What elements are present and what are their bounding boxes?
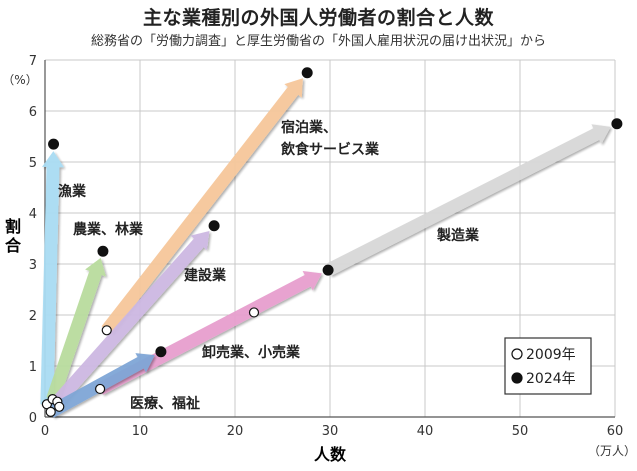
series-label: 宿泊業、: [281, 119, 337, 136]
y-tick-label: 0: [29, 411, 37, 426]
point-2024: [611, 118, 623, 130]
y-tick-label: 7: [29, 54, 37, 69]
chart-title: 主な業種別の外国人労働者の割合と人数: [142, 7, 494, 29]
point-2024: [301, 67, 313, 79]
x-axis-unit: （万人）: [588, 444, 636, 458]
chart-subtitle: 総務省の「労働力調査」と厚生労働省の「外国人雇用状況の届け出状況」から: [90, 34, 546, 49]
y-axis-title: 合: [5, 236, 22, 255]
y-tick-label: 1: [29, 360, 37, 375]
legend-label: 2024年: [526, 371, 576, 387]
point-2009: [54, 401, 65, 412]
series-label: 製造業: [436, 227, 480, 244]
legend-marker-2009: [511, 348, 523, 360]
series-label: 卸売業、小売業: [202, 344, 301, 361]
x-tick-label: 0: [41, 424, 49, 439]
x-tick-label: 50: [512, 424, 529, 439]
x-axis-title: 人数: [314, 445, 347, 464]
series-label: 漁業: [58, 183, 87, 200]
y-axis-unit: （%）: [2, 73, 37, 87]
y-tick-label: 5: [29, 156, 37, 171]
series-label: 飲食サービス業: [280, 141, 380, 158]
y-tick-label: 2: [29, 309, 37, 324]
series-label: 医療、福祉: [130, 395, 200, 412]
point-2009: [94, 383, 106, 395]
point-2024: [97, 245, 109, 257]
series-label: 建設業: [184, 267, 227, 284]
point-2024: [322, 264, 334, 276]
y-tick-label: 6: [29, 105, 37, 120]
x-tick-label: 40: [417, 424, 434, 439]
point-2024: [208, 220, 220, 232]
x-tick-label: 60: [607, 424, 624, 439]
x-tick-label: 10: [132, 424, 149, 439]
arrow-建設業: [52, 231, 210, 406]
y-axis-title: 割: [5, 217, 21, 236]
point-2009: [248, 307, 260, 318]
point-2024: [155, 346, 167, 358]
arrow-製造業: [325, 124, 611, 276]
series-label: 農業、林業: [73, 221, 144, 238]
point-2009: [101, 325, 112, 336]
x-tick-label: 30: [322, 424, 339, 439]
point-2009: [45, 406, 56, 417]
legend-label: 2009年: [526, 347, 576, 363]
arrow-農業、林業: [46, 257, 106, 402]
legend-box: [504, 337, 592, 395]
y-tick-label: 4: [29, 207, 37, 222]
arrow-卸売業、小売業: [97, 271, 322, 395]
y-tick-label: 3: [29, 258, 37, 273]
x-tick-label: 20: [227, 424, 244, 439]
point-2024: [48, 138, 60, 150]
legend-marker-2024: [511, 372, 523, 384]
arrow-宿泊業、飲食サービス業: [101, 78, 303, 335]
arrow-漁業: [40, 151, 64, 405]
